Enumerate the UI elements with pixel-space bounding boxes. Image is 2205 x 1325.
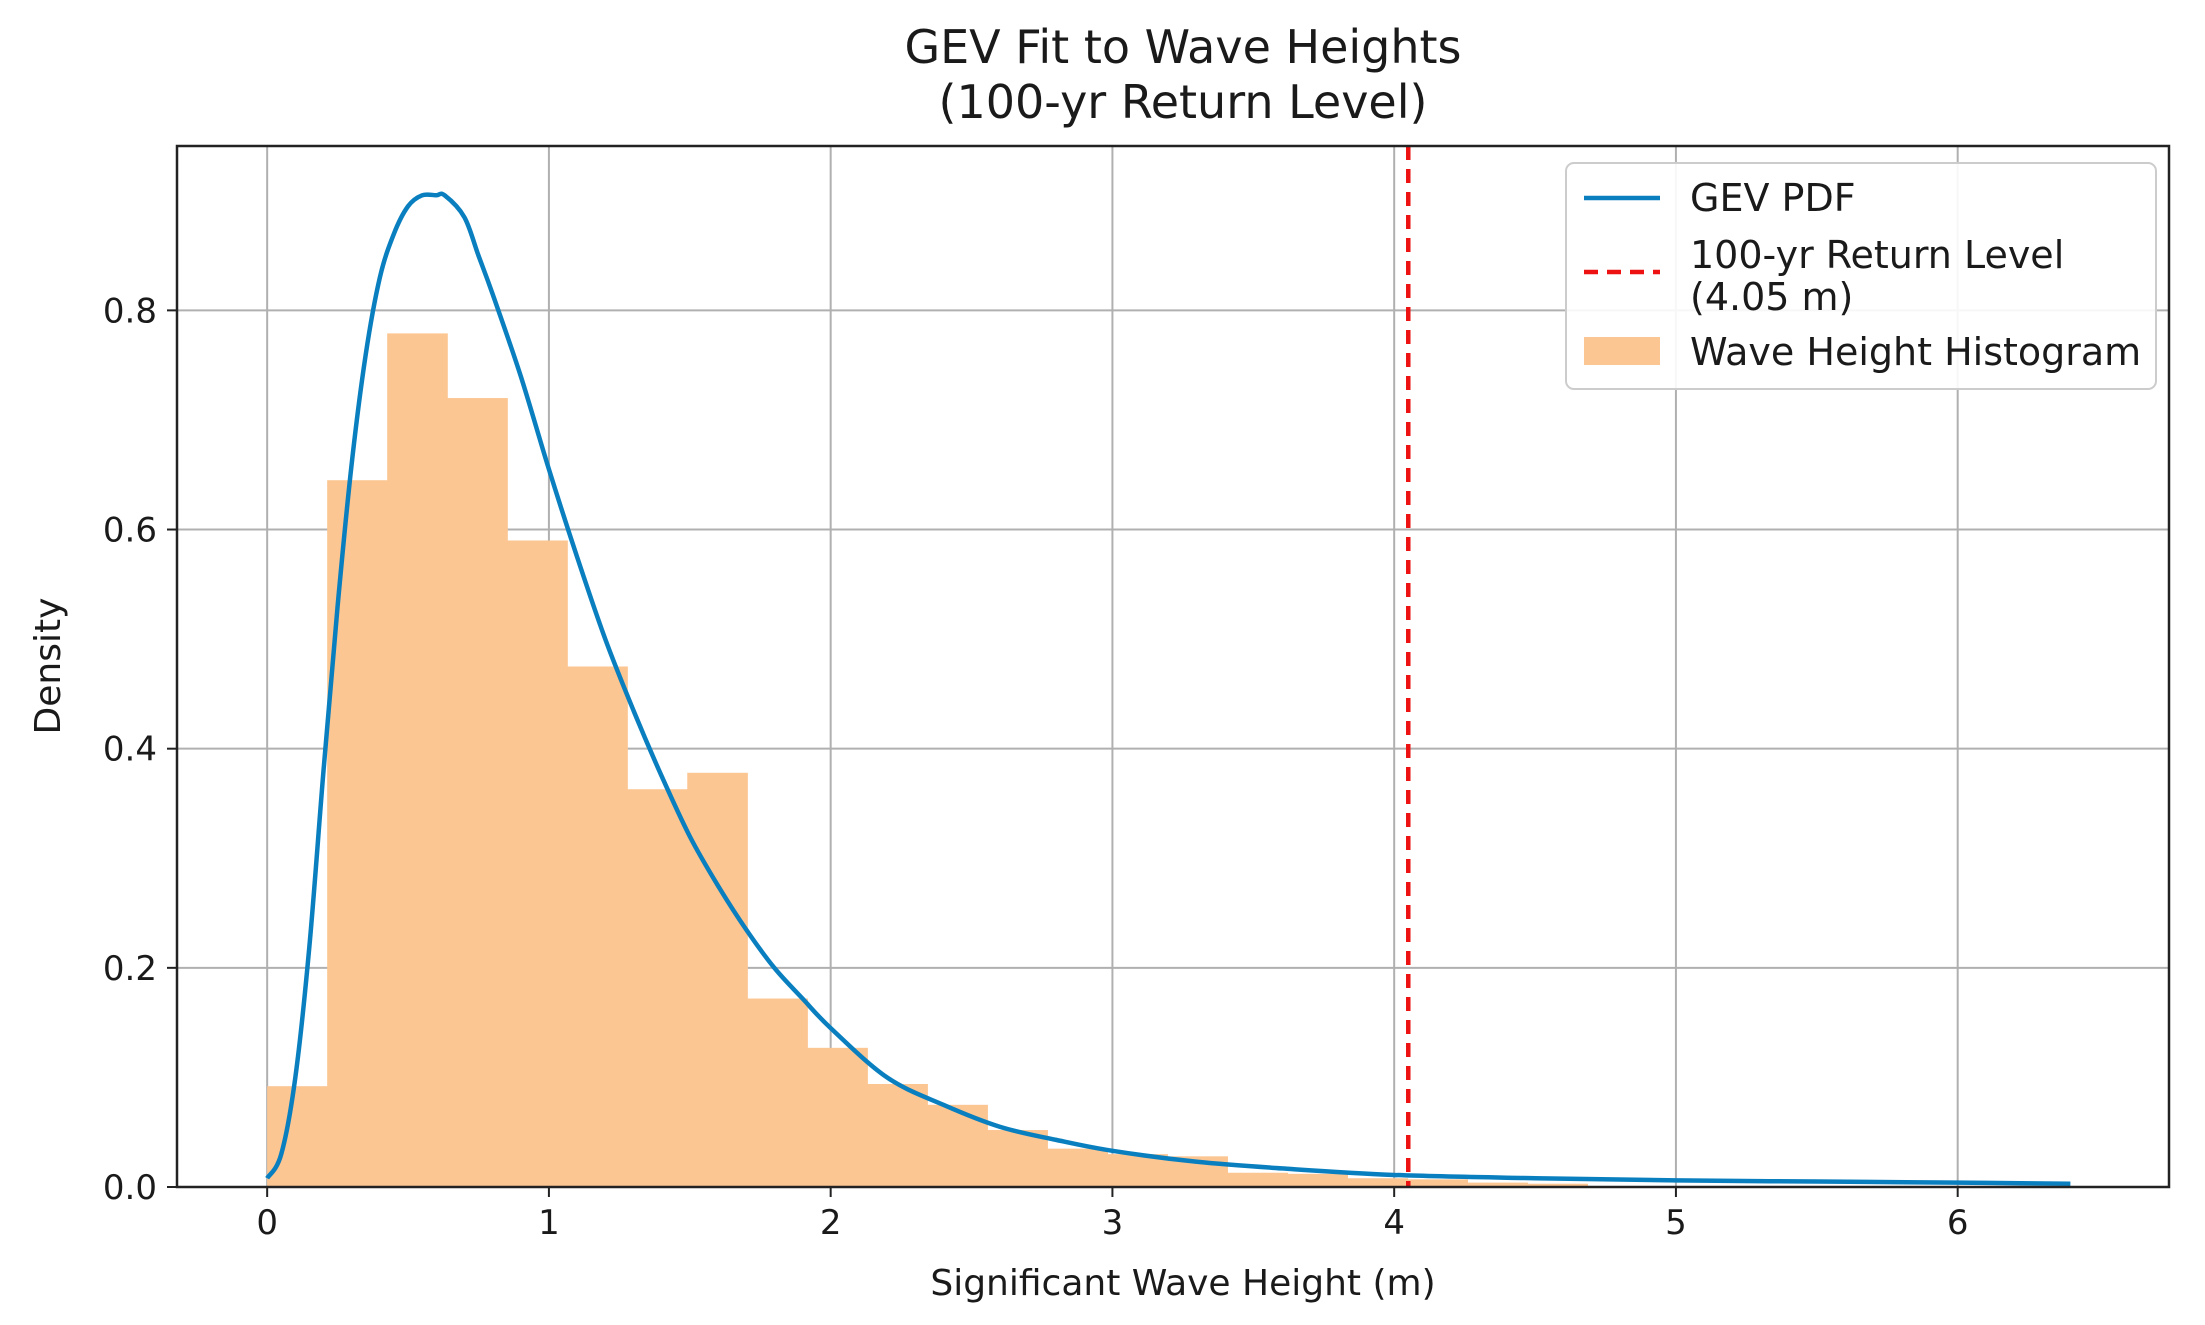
x-tick-label: 5 bbox=[1665, 1203, 1687, 1243]
histogram-bar bbox=[327, 480, 388, 1187]
histogram-bar bbox=[867, 1083, 928, 1187]
histogram-bar bbox=[747, 998, 808, 1187]
legend-histogram-swatch bbox=[1584, 337, 1660, 365]
histogram-bar bbox=[1467, 1182, 1529, 1187]
y-axis-ticks: 0.0 0.2 0.4 0.6 0.8 bbox=[103, 291, 177, 1208]
x-axis-ticks: 0 1 2 3 4 5 6 bbox=[256, 1187, 1969, 1243]
histogram-bar bbox=[1227, 1172, 1288, 1187]
histogram-bar bbox=[1107, 1154, 1168, 1187]
chart-title-line-1: GEV Fit to Wave Heights bbox=[904, 20, 1461, 74]
y-tick-label: 0.8 bbox=[103, 291, 157, 331]
y-tick-label: 0.2 bbox=[103, 949, 157, 989]
x-tick-label: 2 bbox=[820, 1203, 842, 1243]
legend-box bbox=[1565, 162, 2157, 390]
legend-return-level-label: 100-yr Return Level bbox=[1690, 233, 2064, 277]
legend-gev-pdf-label: GEV PDF bbox=[1690, 176, 1856, 220]
y-axis-label: Density bbox=[28, 598, 69, 735]
histogram-bar bbox=[627, 789, 688, 1187]
histogram-bar bbox=[507, 540, 568, 1187]
histogram-bar bbox=[807, 1047, 868, 1187]
histogram-bar bbox=[1407, 1179, 1469, 1187]
gev-pdf-line bbox=[265, 191, 2071, 1186]
histogram-bar bbox=[987, 1130, 1048, 1187]
x-axis-label: Significant Wave Height (m) bbox=[930, 1263, 1435, 1304]
x-tick-label: 1 bbox=[538, 1203, 560, 1243]
legend-histogram-label: Wave Height Histogram bbox=[1690, 330, 2141, 374]
histogram-bar bbox=[1047, 1148, 1108, 1187]
x-tick-label: 4 bbox=[1383, 1203, 1405, 1243]
histogram-bar bbox=[687, 772, 748, 1187]
histogram bbox=[267, 333, 1589, 1187]
histogram-bar bbox=[447, 398, 508, 1187]
x-tick-label: 0 bbox=[256, 1203, 278, 1243]
plot-frame bbox=[175, 144, 2171, 1189]
histogram-bar bbox=[567, 666, 628, 1187]
chart-title-line-2: (100-yr Return Level) bbox=[939, 75, 1428, 129]
legend-return-level-value: (4.05 m) bbox=[1690, 275, 1853, 319]
histogram-bar bbox=[1527, 1183, 1589, 1187]
histogram-bar bbox=[387, 333, 448, 1187]
x-tick-label: 3 bbox=[1102, 1203, 1124, 1243]
histogram-bar bbox=[1347, 1178, 1409, 1187]
gev-pdf-series bbox=[265, 191, 2071, 1186]
y-tick-label: 0.0 bbox=[103, 1168, 157, 1208]
y-tick-label: 0.4 bbox=[103, 730, 157, 770]
legend: GEV PDF 100-yr Return Level (4.05 m) Wav… bbox=[1565, 162, 2157, 390]
y-tick-label: 0.6 bbox=[103, 511, 157, 551]
x-tick-label: 6 bbox=[1947, 1203, 1969, 1243]
histogram-bar bbox=[1287, 1173, 1349, 1187]
histogram-bar bbox=[267, 1086, 328, 1187]
